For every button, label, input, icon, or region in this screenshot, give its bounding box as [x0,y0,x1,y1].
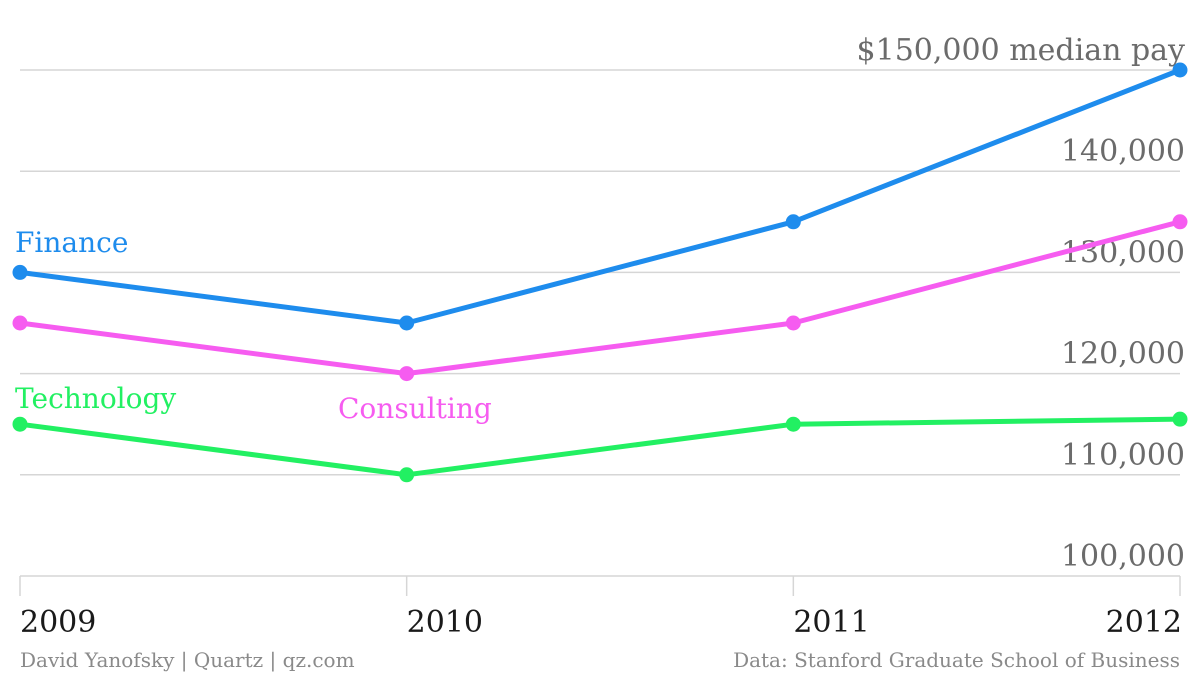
series-label-finance: Finance [15,226,128,259]
data-point-consulting [785,315,801,331]
data-point-technology [12,416,28,432]
data-point-finance [785,214,801,230]
data-point-finance [1172,62,1188,78]
data-point-technology [785,416,801,432]
data-point-technology [399,467,415,483]
source-text: Data: Stanford Graduate School of Busine… [733,648,1180,672]
series-line-finance [17,67,1183,326]
data-point-consulting [12,315,28,331]
series-line-technology [17,416,1183,478]
y-tick-label: 100,000 [1061,539,1185,574]
series-line-consulting [17,219,1183,377]
x-axis: 2009 2010 2011 2012 [19,576,1182,640]
y-tick-label: 130,000 [1061,235,1185,270]
data-point-consulting [399,366,415,382]
series-lines [12,62,1188,483]
x-tick-label: 2010 [407,605,483,640]
y-tick-label: 110,000 [1061,438,1185,473]
y-tick-label: $150,000 median pay [857,33,1186,68]
y-axis-tick-labels: 100,000 110,000 120,000 130,000 140,000 $150,… [857,33,1186,574]
gridlines [20,69,1180,577]
series-consulting [12,214,1188,382]
x-tick-label: 2012 [1106,605,1182,640]
x-tick-label: 2011 [793,605,869,640]
series-finance [12,62,1188,331]
y-tick-label: 140,000 [1061,134,1185,169]
credit-text: David Yanofsky | Quartz | qz.com [20,648,355,673]
data-point-finance [12,264,28,280]
data-point-technology [1172,411,1188,427]
series-technology [12,411,1188,483]
series-label-technology: Technology [15,382,176,415]
x-tick-label: 2009 [20,605,96,640]
data-point-consulting [1172,214,1188,230]
series-labels: Finance Consulting Technology [15,226,492,425]
y-tick-label: 120,000 [1061,337,1185,372]
data-point-finance [399,315,415,331]
series-label-consulting: Consulting [338,392,492,425]
